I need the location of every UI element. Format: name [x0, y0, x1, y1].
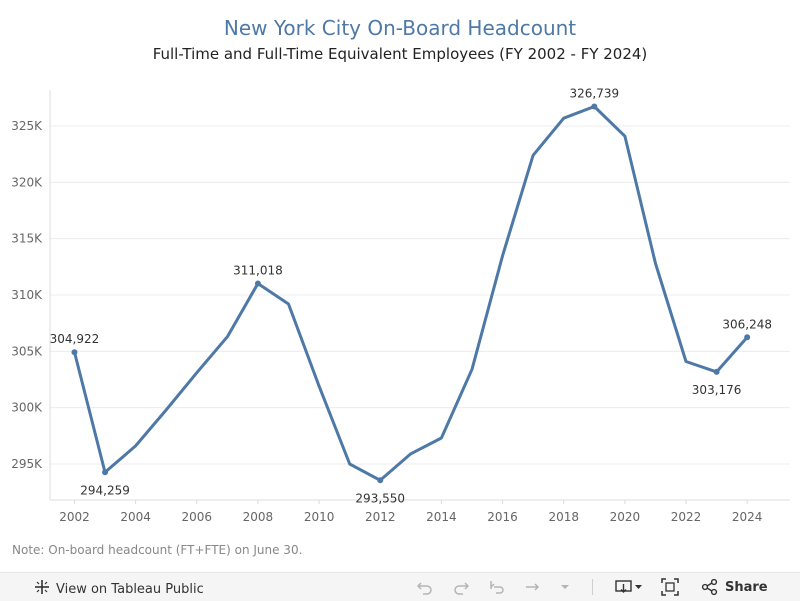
view-on-tableau-link[interactable]: View on Tableau Public: [34, 579, 204, 599]
footnote: Note: On-board headcount (FT+FTE) on Jun…: [12, 543, 302, 557]
data-label-2019: 326,739: [569, 86, 619, 100]
data-label-2024: 306,248: [722, 317, 772, 331]
data-point-2023: [714, 369, 720, 375]
toolbar-divider: [592, 579, 593, 595]
data-point-2024: [744, 334, 750, 340]
data-label-2003: 294,259: [80, 483, 130, 497]
refresh-button[interactable]: [524, 579, 542, 595]
x-tick-label: 2018: [548, 510, 579, 524]
x-tick-label: 2014: [426, 510, 457, 524]
data-point-2008: [255, 281, 261, 287]
y-tick-label: 300K: [11, 401, 43, 415]
redo-button[interactable]: [452, 579, 470, 595]
y-tick-label: 305K: [11, 344, 43, 358]
chevron-down-icon: [560, 582, 570, 592]
view-on-tableau-label: View on Tableau Public: [56, 582, 204, 597]
download-icon: [615, 579, 643, 595]
x-tick-label: 2010: [304, 510, 335, 524]
x-tick-label: 2008: [243, 510, 274, 524]
tableau-logo-icon: [34, 579, 50, 599]
redo-icon: [452, 579, 470, 595]
x-tick-label: 2020: [610, 510, 641, 524]
x-tick-label: 2016: [487, 510, 518, 524]
download-button[interactable]: [615, 579, 643, 595]
share-button[interactable]: Share: [701, 578, 768, 596]
headcount-series-line: [75, 107, 748, 481]
x-tick-label: 2022: [671, 510, 702, 524]
x-tick-label: 2024: [732, 510, 763, 524]
y-tick-label: 310K: [11, 288, 43, 302]
y-tick-label: 320K: [11, 175, 43, 189]
toolbar-actions: Share: [416, 578, 768, 596]
revert-button[interactable]: [488, 579, 506, 595]
headcount-line-chart: 295K 300K 305K 310K 315K 320K 325K 2002 2004 2006…: [0, 0, 800, 540]
undo-icon: [416, 579, 434, 595]
undo-button[interactable]: [416, 579, 434, 595]
tableau-toolbar: View on Tableau Public Share: [0, 572, 800, 601]
y-tick-label: 315K: [11, 232, 43, 246]
data-label-2023: 303,176: [692, 383, 742, 397]
refresh-icon: [524, 579, 542, 595]
pause-dropdown-button[interactable]: [560, 582, 570, 592]
share-icon: [701, 578, 719, 596]
data-point-2002: [71, 349, 77, 355]
revert-icon: [488, 579, 506, 595]
x-tick-label: 2002: [59, 510, 90, 524]
x-tick-label: 2006: [182, 510, 213, 524]
x-tick-label: 2004: [120, 510, 151, 524]
data-point-2019: [591, 103, 597, 109]
share-label: Share: [725, 580, 768, 595]
data-label-2008: 311,018: [233, 264, 283, 278]
y-tick-label: 325K: [11, 119, 43, 133]
fullscreen-button[interactable]: [661, 578, 679, 596]
y-tick-label: 295K: [11, 457, 43, 471]
data-point-2003: [102, 469, 108, 475]
data-label-2002: 304,922: [50, 332, 100, 346]
data-label-2012: 293,550: [355, 491, 405, 505]
fullscreen-icon: [661, 578, 679, 596]
data-point-2012: [377, 477, 383, 483]
x-tick-label: 2012: [365, 510, 396, 524]
